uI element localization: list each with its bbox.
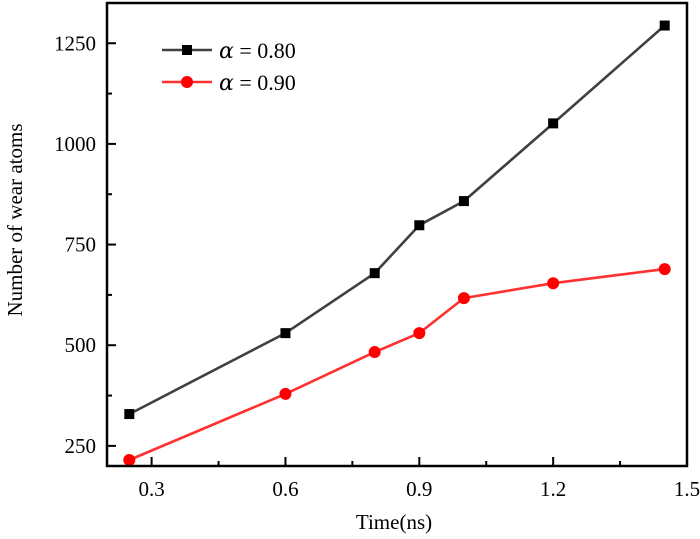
- data-point: [548, 118, 559, 129]
- legend: α = 0.80α = 0.90: [162, 38, 296, 96]
- x-tick-label: 0.9: [406, 477, 432, 501]
- data-point: [413, 327, 426, 340]
- data-point: [369, 268, 380, 279]
- y-tick-label: 500: [65, 333, 97, 357]
- x-tick-label: 0.3: [138, 477, 164, 501]
- x-tick-label: 1.5: [674, 477, 700, 501]
- data-point: [279, 387, 292, 400]
- plot-frame: [105, 1, 689, 468]
- data-point: [658, 263, 671, 276]
- y-axis-ticks: 250 500 750 1000 1250: [54, 31, 116, 458]
- legend-label: α = 0.90: [219, 70, 296, 96]
- series-line: [128, 24, 666, 416]
- x-tick-label: 1.2: [540, 477, 566, 501]
- series-line: [128, 267, 665, 462]
- legend-marker: [181, 76, 193, 88]
- data-point: [659, 20, 670, 31]
- y-tick-label: 250: [65, 434, 97, 458]
- x-tick-label: 0.6: [272, 477, 298, 501]
- x-axis-title: Time(ns): [356, 510, 432, 534]
- data-point: [547, 277, 560, 290]
- data-point: [280, 328, 291, 339]
- data-point: [458, 196, 469, 207]
- legend-item: α = 0.90: [162, 70, 296, 96]
- data-point: [457, 292, 470, 305]
- axes: [105, 1, 689, 468]
- legend-value: = 0.90: [234, 70, 296, 95]
- legend-value: = 0.80: [234, 38, 296, 63]
- data-point: [368, 346, 381, 359]
- legend-symbol: α: [219, 39, 234, 64]
- y-axis-title: Number of wear atoms: [3, 123, 27, 316]
- data-point: [123, 453, 136, 466]
- y-tick-label: 750: [65, 233, 97, 257]
- data-point: [124, 409, 135, 420]
- legend-marker: [182, 45, 192, 55]
- data-point: [414, 220, 425, 231]
- series-1: [124, 20, 670, 420]
- y-tick-label: 1250: [54, 31, 96, 55]
- series-layer: [123, 20, 671, 466]
- y-tick-label: 1000: [54, 132, 96, 156]
- series-2: [123, 263, 671, 466]
- legend-label: α = 0.80: [219, 38, 296, 64]
- legend-symbol: α: [219, 71, 234, 96]
- x-axis-ticks: 0.3 0.6 0.9 1.2 1.5: [138, 457, 700, 501]
- legend-item: α = 0.80: [162, 38, 296, 64]
